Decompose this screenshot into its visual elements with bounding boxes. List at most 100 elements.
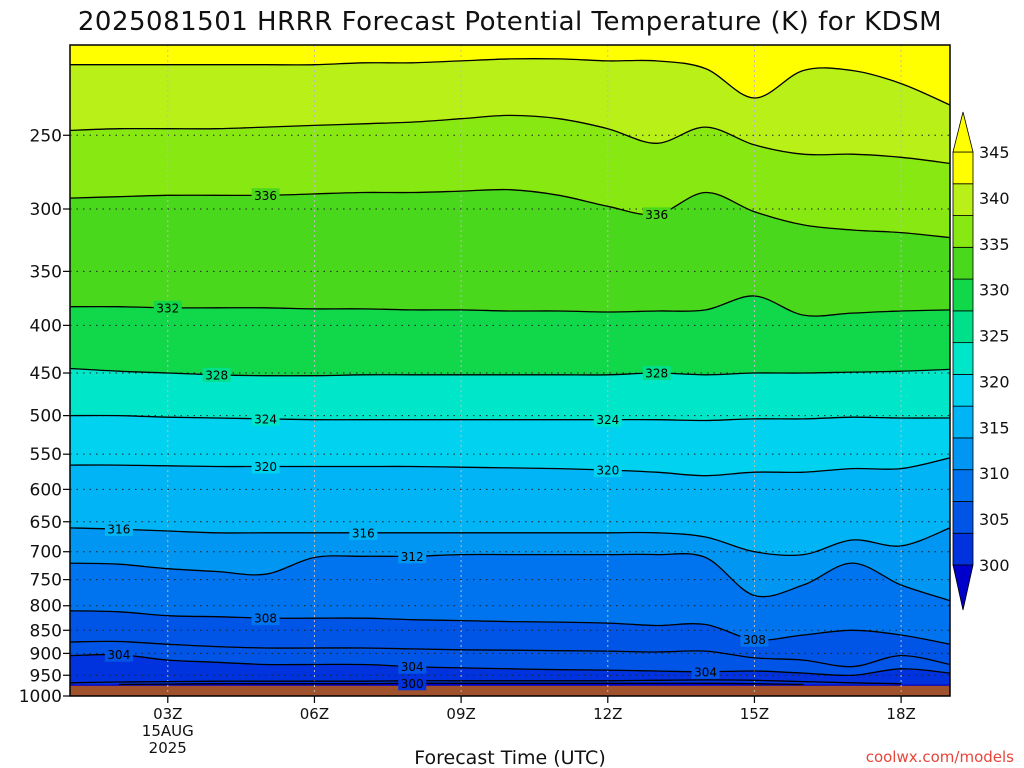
y-tick-label-850: 850 [30,621,62,641]
y-tick-label-400: 400 [30,316,62,336]
contour-336 [70,188,950,239]
contour-label-316: 316 [352,526,375,540]
contour-label-320: 320 [254,460,277,474]
y-tick-label-700: 700 [30,543,62,563]
colorbar-label-325: 325 [979,327,1010,346]
contour-320 [70,457,950,477]
ground-surface [70,685,950,696]
contour-label-328: 328 [645,367,668,381]
colorbar-segment [952,246,974,280]
plot-frame [69,44,951,697]
chart-title: 2025081501 HRRR Forecast Potential Tempe… [78,7,942,37]
contour-340 [70,114,950,165]
y-axis-ticks: 250 300 350 400 450 500 550 600 650 700 750 800 850 9… [19,126,70,707]
contour-324 [70,414,950,422]
y-tick-label-300: 300 [30,200,62,220]
contour-labels: 300 304 304 304 308 308 312 316 316 320 320 324 324 3… [104,188,769,691]
contour-300 [118,682,804,686]
colorbar-segment [952,405,974,439]
y-tick-label-1000: 1000 [19,687,62,707]
contour-label-bg-304 [104,647,133,662]
contour-label-308: 308 [254,612,277,626]
contour-302 [70,679,902,685]
x-tick-label-09Z: 09Z [446,705,475,723]
colorbar-label-320: 320 [979,372,1010,391]
colorbar-segment [952,183,974,216]
contour-label-300: 300 [401,677,424,691]
x-tick-label-12Z: 12Z [593,705,622,723]
contour-label-324: 324 [254,412,277,426]
contour-316 [70,527,950,557]
colorbar-segment [952,532,974,566]
credit-text: coolwx.com/models [866,748,1014,766]
contour-label-bg-328 [642,366,671,381]
contour-label-bg-308 [251,611,280,626]
contour-label-312: 312 [401,550,424,564]
contour-label-bg-304 [691,664,720,679]
x-axis-label: Forecast Time (UTC) [414,747,605,768]
x-tick-label-06Z: 06Z [300,705,329,723]
contour-label-bg-304 [398,659,427,674]
contour-label-bg-324 [593,412,622,427]
contour-label-308: 308 [743,633,766,647]
colorbar-segment [952,278,974,312]
contour-306 [70,640,950,668]
contour-label-bg-336 [642,207,671,222]
contour-label-bg-300 [398,676,427,691]
y-tick-label-350: 350 [30,262,62,282]
contour-label-304: 304 [107,648,130,662]
contour-label-bg-328 [202,367,231,382]
contour-312 [70,553,950,602]
contour-308 [70,610,950,645]
y-tick-label-900: 900 [30,644,62,664]
colorbar-segment [952,342,974,375]
contour-label-316: 316 [107,523,130,537]
colorbar-label-335: 335 [979,235,1010,254]
colorbar-segment [952,215,974,248]
colorbar-label-345: 345 [979,143,1010,162]
colorbar-under-arrow [952,564,974,611]
contour-label-bg-316 [349,525,378,540]
contour-label-324: 324 [596,413,619,427]
colorbar-label-330: 330 [979,281,1010,300]
y-tick-label-950: 950 [30,666,62,686]
colorbar-segment [952,151,974,185]
contour-label-bg-320 [251,459,280,474]
x-tick-label-03Z: 03Z [153,705,182,723]
y-tick-label-450: 450 [30,364,62,384]
contour-lines [70,58,950,686]
y-tick-label-750: 750 [30,571,62,591]
contour-label-bg-316 [104,522,133,537]
colorbar-segment [952,310,974,344]
x-tick-label-15Z: 15Z [740,705,769,723]
contour-label-bg-324 [251,411,280,426]
colorbar-label-305: 305 [979,510,1010,529]
ground-layer [70,685,950,696]
contour-label-bg-332 [153,300,182,315]
contour-label-bg-336 [251,188,280,203]
gridlines [70,45,950,696]
contour-344 [70,58,950,106]
y-tick-label-600: 600 [30,480,62,500]
contour-label-336: 336 [645,208,668,222]
colorbar-label-340: 340 [979,189,1010,208]
colorbar-segment [952,501,974,534]
y-tick-label-800: 800 [30,597,62,617]
x-tick-label-18Z: 18Z [886,705,915,723]
x-tick-sublabel: 2025 [149,739,187,757]
colorbar-over-arrow [952,111,974,153]
contour-label-bg-308 [740,632,769,647]
contour-label-332: 332 [156,301,179,315]
colorbar: 300 305 310 315 320 325 330 335 340 345 [952,111,1010,611]
colorbar-segment [952,469,974,502]
contour-332 [70,295,950,317]
contour-label-336: 336 [254,189,277,203]
y-tick-label-650: 650 [30,513,62,533]
contour-label-bg-312 [398,549,427,564]
contour-label-320: 320 [596,464,619,478]
x-tick-sublabel: 15AUG [142,722,194,740]
contour-label-328: 328 [205,368,228,382]
y-tick-label-500: 500 [30,407,62,427]
